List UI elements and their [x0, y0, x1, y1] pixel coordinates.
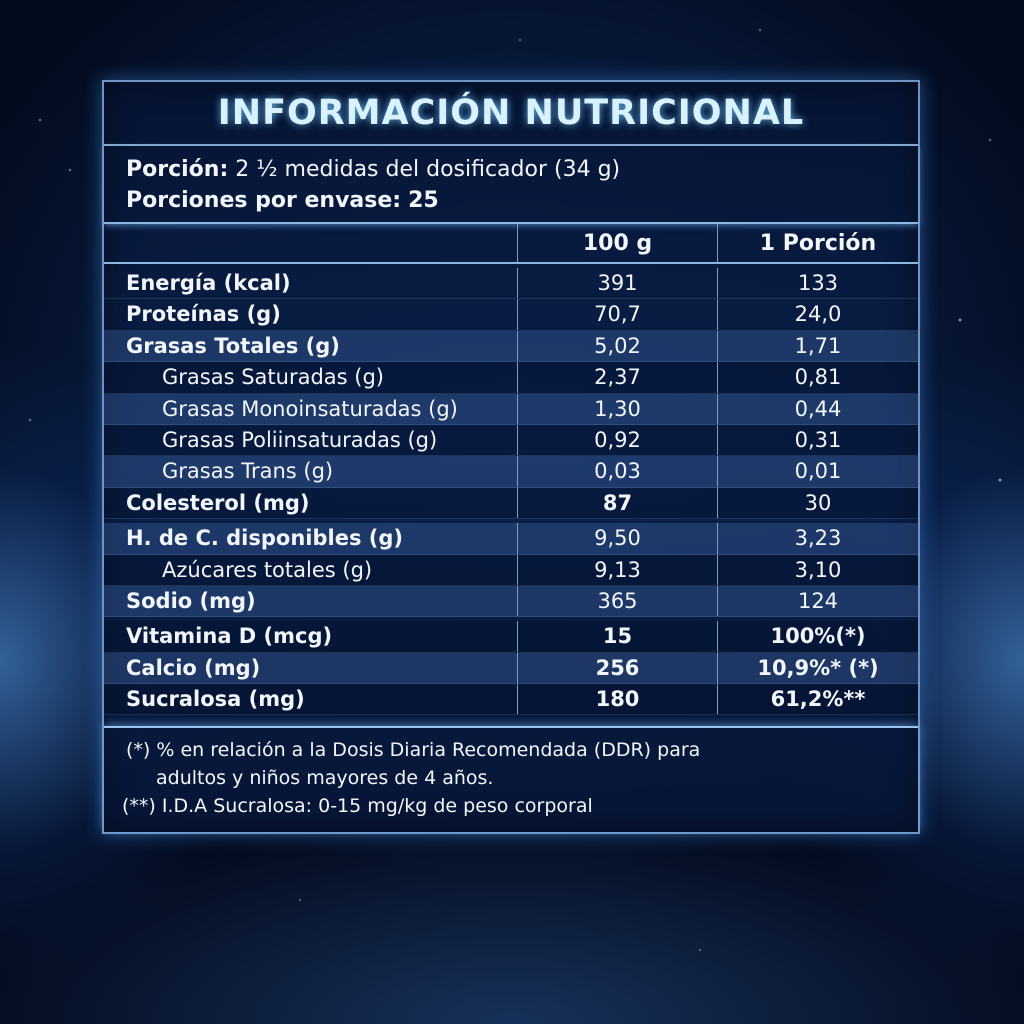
- row-value-portion: 0,81: [794, 365, 842, 390]
- table-row-sodium: Sodio (mg) 365 124: [104, 585, 918, 618]
- table-row-carbohydrates: H. de C. disponibles (g) 9,50 3,23: [104, 523, 918, 555]
- row-value-100g: 9,50: [518, 523, 718, 554]
- row-label: Grasas Monoinsaturadas (g): [104, 393, 518, 424]
- row-value-portion: 124: [797, 588, 839, 613]
- table-row-total-fat: Grasas Totales (g) 5,02 1,71: [104, 330, 918, 363]
- table-row-monounsaturated-fat: Grasas Monoinsaturadas (g) 1,30 0,44: [104, 393, 918, 425]
- row-value-portion: 0,01: [794, 459, 842, 484]
- serving-info: Porción: 2 ½ medidas del dosificador (34…: [104, 146, 918, 224]
- footnotes: (*) % en relación a la Dosis Diaria Reco…: [104, 726, 918, 832]
- footnote-sucralose-ida: (**) I.D.A Sucralosa: 0-15 mg/kg de peso…: [122, 795, 593, 817]
- table-row-polyunsaturated-fat: Grasas Poliinsaturadas (g) 0,92 0,31: [104, 424, 918, 457]
- row-label: Grasas Saturadas (g): [104, 362, 518, 393]
- table-row-energy: Energía (kcal) 391 133: [104, 268, 918, 300]
- row-value-100g: 15: [518, 621, 718, 652]
- row-label: Grasas Totales (g): [104, 330, 518, 362]
- portion-label: Porción:: [126, 157, 229, 182]
- row-label: Calcio (mg): [104, 652, 518, 684]
- row-value-100g: 5,02: [518, 330, 718, 362]
- row-value-100g: 9,13: [518, 554, 718, 585]
- row-value-100g: 391: [518, 268, 718, 299]
- row-label: Azúcares totales (g): [104, 554, 518, 585]
- row-label: Proteínas (g): [104, 299, 518, 330]
- table-row-vitamin-d: Vitamina D (mcg) 15 100%(*): [104, 621, 918, 653]
- row-value-100g: 0,92: [518, 424, 718, 456]
- table-row-trans-fat: Grasas Trans (g) 0,03 0,01: [104, 456, 918, 488]
- row-value-portion: 24,0: [794, 302, 842, 327]
- row-value-portion: 100%(*): [770, 624, 866, 649]
- servings-per-container-line: Porciones por envase: 25: [126, 185, 918, 216]
- nutrition-facts-panel: INFORMACIÓN NUTRICIONAL Porción: 2 ½ med…: [102, 80, 920, 834]
- header-per-portion: 1 Porción: [759, 231, 877, 256]
- row-label: Grasas Poliinsaturadas (g): [104, 424, 518, 456]
- table-row-cholesterol: Colesterol (mg) 87 30: [104, 487, 918, 520]
- row-label: Vitamina D (mcg): [104, 621, 518, 652]
- table-row-saturated-fat: Grasas Saturadas (g) 2,37 0,81: [104, 362, 918, 394]
- servings-per-container-value: 25: [408, 188, 439, 213]
- footnote-ddr-continuation: adultos y niños mayores de 4 años.: [156, 767, 494, 789]
- row-value-portion: 1,71: [794, 333, 842, 358]
- row-label: Sucralosa (mg): [104, 684, 518, 715]
- row-value-portion: 133: [797, 271, 839, 295]
- table-row-calcium: Calcio (mg) 256 10,9%* (*): [104, 652, 918, 685]
- header-nutrient: [104, 224, 518, 262]
- row-value-portion: 0,44: [794, 396, 842, 421]
- row-label: H. de C. disponibles (g): [104, 523, 518, 554]
- row-value-100g: 1,30: [518, 393, 718, 424]
- servings-per-container-label: Porciones por envase:: [126, 188, 402, 213]
- row-value-100g: 365: [518, 585, 718, 617]
- table-row-protein: Proteínas (g) 70,7 24,0: [104, 299, 918, 331]
- row-value-portion: 3,10: [794, 557, 842, 582]
- row-value-portion: 61,2%**: [770, 687, 866, 712]
- row-value-100g: 2,37: [518, 362, 718, 393]
- row-label: Sodio (mg): [104, 585, 518, 617]
- table-row-total-sugars: Azúcares totales (g) 9,13 3,10: [104, 554, 918, 586]
- table-row-sucralose: Sucralosa (mg) 180 61,2%**: [104, 684, 918, 716]
- row-label: Colesterol (mg): [104, 487, 518, 519]
- row-value-100g: 0,03: [518, 456, 718, 487]
- table-header: 100 g 1 Porción: [104, 224, 918, 264]
- row-label: Grasas Trans (g): [104, 456, 518, 487]
- row-value-portion: 0,31: [794, 427, 842, 452]
- row-value-100g: 70,7: [518, 299, 718, 330]
- footnote-ddr: (*) % en relación a la Dosis Diaria Reco…: [126, 739, 701, 761]
- row-value-100g: 256: [518, 652, 718, 684]
- row-value-100g: 87: [518, 487, 718, 519]
- panel-title: INFORMACIÓN NUTRICIONAL: [104, 82, 918, 146]
- row-value-100g: 180: [518, 684, 718, 715]
- row-label: Energía (kcal): [104, 268, 518, 299]
- row-value-portion: 30: [804, 490, 832, 515]
- row-value-portion: 3,23: [794, 526, 842, 551]
- portion-value: 2 ½ medidas del dosificador (34 g): [235, 157, 621, 182]
- header-per-100g: 100 g: [518, 224, 718, 262]
- portion-line: Porción: 2 ½ medidas del dosificador (34…: [126, 154, 918, 185]
- nutrition-table-body: Energía (kcal) 391 133 Proteínas (g) 70,…: [104, 264, 918, 716]
- row-value-portion: 10,9%* (*): [757, 655, 879, 680]
